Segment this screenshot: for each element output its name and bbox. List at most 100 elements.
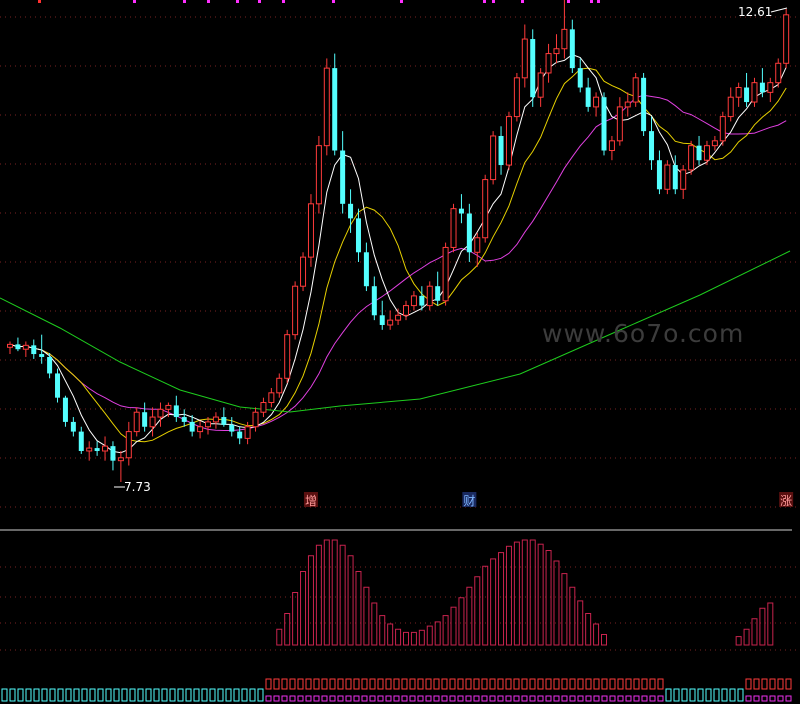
- signal-box-magenta: [393, 695, 400, 702]
- oscillator-bar: [482, 565, 489, 646]
- signal-box-red: [553, 678, 560, 690]
- signal-box-red: [409, 678, 416, 690]
- signal-box-red: [609, 678, 616, 690]
- signal-box-magenta: [337, 695, 344, 702]
- oscillator-bar: [513, 541, 520, 646]
- signal-box-red: [649, 678, 656, 690]
- signal-box-red: [561, 678, 568, 690]
- signal-box-cyan: [17, 688, 24, 702]
- signal-box-cyan: [153, 688, 160, 702]
- top-dot: [400, 0, 403, 3]
- signal-box-red: [441, 678, 448, 690]
- top-dot-markers: [38, 0, 600, 3]
- candle-body-up: [403, 305, 409, 316]
- ma20-line: [9, 94, 787, 431]
- signal-box-magenta: [633, 695, 640, 702]
- signal-box-red: [393, 678, 400, 690]
- candle-body-up: [197, 426, 204, 433]
- signal-box-cyan: [681, 688, 688, 702]
- signal-box-magenta: [401, 695, 408, 702]
- oscillator-bar: [735, 636, 742, 646]
- signal-box-red: [361, 678, 368, 690]
- event-markers: 增财涨: [303, 492, 794, 508]
- candle-body-down: [31, 345, 37, 355]
- signal-box-magenta: [641, 695, 648, 702]
- candle-body-up: [276, 377, 283, 394]
- oscillator-bar: [577, 600, 584, 646]
- signal-box-cyan: [241, 688, 248, 702]
- signal-box-magenta: [553, 695, 560, 702]
- signal-box-red: [753, 678, 760, 690]
- candle-body-up: [125, 431, 132, 459]
- signal-box-cyan: [169, 688, 176, 702]
- signal-box-red: [425, 678, 432, 690]
- signal-box-red: [505, 678, 512, 690]
- signal-box-magenta: [409, 695, 416, 702]
- top-dot: [492, 0, 495, 3]
- signal-box-magenta: [569, 695, 576, 702]
- oscillator-bar: [545, 550, 552, 646]
- signal-box-red: [353, 678, 360, 690]
- oscillator-bar: [395, 628, 402, 646]
- oscillator-bar: [284, 613, 291, 646]
- signal-box-red: [321, 678, 328, 690]
- candle-body-up: [608, 140, 615, 152]
- signal-box-cyan: [105, 688, 112, 702]
- top-dot: [207, 0, 210, 3]
- signal-box-red: [585, 678, 592, 690]
- candle-body-down: [577, 68, 583, 88]
- candle-body-up: [268, 392, 275, 404]
- signal-box-red: [281, 678, 288, 690]
- top-dot: [133, 0, 136, 3]
- top-dot: [236, 0, 239, 3]
- candle-body-up: [490, 135, 497, 181]
- candle-body-down: [363, 252, 369, 287]
- candle-body-up: [513, 77, 520, 118]
- oscillator-bar: [315, 544, 322, 646]
- signal-box-magenta: [273, 695, 280, 702]
- candle-body-up: [117, 457, 124, 462]
- signal-box-cyan: [217, 688, 224, 702]
- signal-box-red: [545, 678, 552, 690]
- candle-body-down: [759, 82, 765, 93]
- candle-body-down: [498, 135, 504, 166]
- candle-body-up: [442, 246, 449, 302]
- oscillator-bar: [743, 628, 750, 646]
- candle-body-up: [783, 14, 790, 64]
- bottom-signal-strip: [1, 678, 792, 702]
- signal-box-cyan: [673, 688, 680, 702]
- signal-box-red: [625, 678, 632, 690]
- candle-body-up: [410, 295, 417, 307]
- event-marker-label: 涨: [780, 493, 792, 508]
- signal-box-magenta: [529, 695, 536, 702]
- candle-body-down: [696, 145, 702, 161]
- candle-body-up: [157, 408, 164, 418]
- signal-box-magenta: [513, 695, 520, 702]
- signal-box-magenta: [305, 695, 312, 702]
- signal-box-red: [449, 678, 456, 690]
- candle-body-down: [466, 213, 472, 253]
- signal-box-magenta: [577, 695, 584, 702]
- candle-body-down: [601, 97, 607, 151]
- signal-box-red: [601, 678, 608, 690]
- signal-box-cyan: [97, 688, 104, 702]
- candle-body-down: [237, 431, 243, 439]
- candle-body-up: [680, 169, 687, 190]
- candle-body-down: [435, 286, 441, 301]
- signal-box-red: [521, 678, 528, 690]
- candle-body-down: [656, 160, 662, 190]
- candle-body-down: [348, 203, 354, 219]
- oscillator-bar: [410, 631, 417, 646]
- signal-box-magenta: [537, 695, 544, 702]
- signal-box-magenta: [433, 695, 440, 702]
- oscillator-bar: [767, 602, 774, 646]
- signal-box-cyan: [81, 688, 88, 702]
- oscillator-bar: [569, 586, 576, 646]
- signal-box-magenta: [617, 695, 624, 702]
- event-marker-box: [462, 492, 477, 507]
- price-annotations: 12.61 7.73: [114, 5, 788, 494]
- oscillator-bar: [561, 573, 568, 646]
- high-price-arrow: [770, 7, 788, 13]
- signal-box-red: [305, 678, 312, 690]
- oscillator-bar: [751, 618, 758, 646]
